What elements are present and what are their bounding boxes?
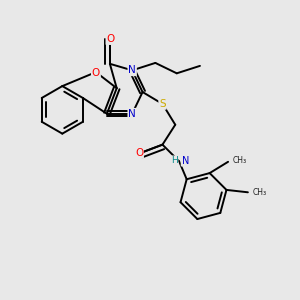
Text: S: S [159, 99, 166, 109]
Text: N: N [128, 109, 136, 119]
Text: O: O [106, 34, 115, 44]
Text: O: O [135, 148, 143, 158]
Text: O: O [92, 68, 100, 78]
Text: CH₃: CH₃ [252, 188, 266, 197]
Text: CH₃: CH₃ [232, 156, 247, 165]
Text: N: N [182, 156, 189, 166]
Text: N: N [128, 65, 136, 75]
Text: H: H [171, 156, 178, 165]
